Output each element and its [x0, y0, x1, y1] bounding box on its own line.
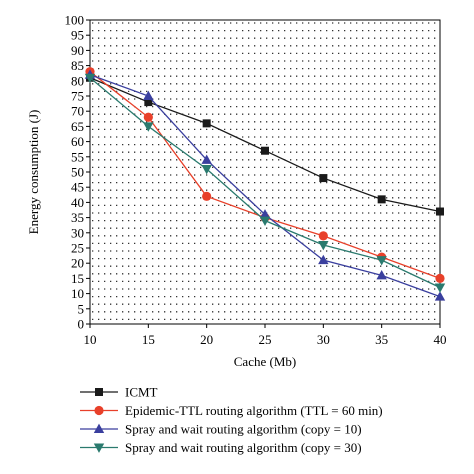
- data-point-series-2: [318, 231, 328, 241]
- x-tick-label: 20: [200, 332, 213, 347]
- y-tick-label: 5: [78, 301, 85, 316]
- grid-dots: [92, 22, 438, 321]
- x-axis-title: Cache (Mb): [234, 354, 296, 369]
- y-tick-label: 30: [71, 225, 84, 240]
- data-point-series-4: [318, 240, 329, 251]
- legend-marker-3: [93, 423, 105, 433]
- data-point-series-4: [434, 283, 446, 293]
- y-tick-label: 75: [71, 89, 84, 104]
- legend-label-2: Epidemic-TTL routing algorithm (TTL = 60…: [125, 403, 383, 418]
- axis-ticks: 0510152025303540455055606570758085909510…: [65, 13, 447, 348]
- x-tick-label: 30: [317, 332, 330, 347]
- legend-marker-2: [94, 405, 104, 416]
- series-lines: [84, 67, 446, 301]
- data-point-series-3: [376, 269, 387, 280]
- y-tick-label: 40: [71, 195, 84, 210]
- plot-border: [89, 19, 441, 325]
- y-tick-label: 35: [71, 210, 84, 225]
- data-point-series-1: [202, 119, 211, 128]
- data-point-series-2: [435, 273, 445, 283]
- data-point-series-3: [201, 154, 212, 164]
- series-line-1: [89, 77, 441, 213]
- y-tick-label: 15: [71, 271, 84, 286]
- data-point-series-3: [143, 90, 154, 100]
- y-tick-label: 95: [71, 28, 84, 43]
- series-line-4: [89, 77, 441, 289]
- y-tick-label: 50: [71, 165, 84, 180]
- data-point-series-4: [376, 256, 387, 266]
- y-tick-label: 85: [71, 58, 84, 73]
- legend-marker-4: [93, 443, 105, 453]
- data-point-series-2: [202, 191, 212, 201]
- plot-frame: [89, 19, 441, 325]
- y-tick-label: 100: [65, 13, 85, 28]
- y-tick-label: 0: [78, 317, 85, 332]
- data-point-series-2: [143, 112, 153, 122]
- data-point-series-1: [144, 98, 153, 107]
- y-tick-label: 20: [71, 256, 84, 271]
- data-point-series-4: [201, 164, 212, 175]
- data-point-series-4: [84, 73, 96, 84]
- y-tick-label: 65: [71, 119, 84, 134]
- y-tick-label: 45: [71, 180, 84, 195]
- y-tick-label: 90: [71, 43, 84, 58]
- legend: ICMT Epidemic-TTL routing algorithm (TTL …: [80, 385, 383, 455]
- data-point-series-4: [259, 216, 271, 227]
- legend-label-4: Spray and wait routing algorithm (copy =…: [125, 440, 362, 455]
- y-axis-title: Energy consumption (J): [26, 110, 41, 235]
- y-tick-label: 60: [71, 134, 84, 149]
- y-tick-label: 80: [71, 73, 84, 88]
- data-point-series-1: [261, 146, 269, 155]
- x-tick-label: 40: [434, 332, 447, 347]
- series-line-2: [89, 71, 441, 280]
- y-tick-label: 10: [71, 286, 84, 301]
- data-point-series-1: [436, 207, 444, 216]
- data-point-series-1: [377, 195, 386, 204]
- legend-label-3: Spray and wait routing algorithm (copy =…: [125, 422, 362, 437]
- x-tick-label: 10: [84, 332, 97, 347]
- data-point-series-1: [319, 174, 328, 183]
- y-tick-label: 25: [71, 241, 84, 256]
- y-tick-label: 70: [71, 104, 84, 119]
- x-tick-label: 15: [142, 332, 155, 347]
- legend-label-1: ICMT: [125, 385, 158, 400]
- data-point-series-3: [318, 254, 329, 265]
- data-point-series-3: [434, 291, 446, 301]
- y-tick-label: 55: [71, 149, 84, 164]
- x-tick-label: 35: [375, 332, 388, 347]
- data-point-series-4: [143, 122, 154, 132]
- data-point-series-3: [259, 209, 271, 219]
- x-tick-label: 25: [259, 332, 272, 347]
- legend-marker-1: [95, 388, 103, 396]
